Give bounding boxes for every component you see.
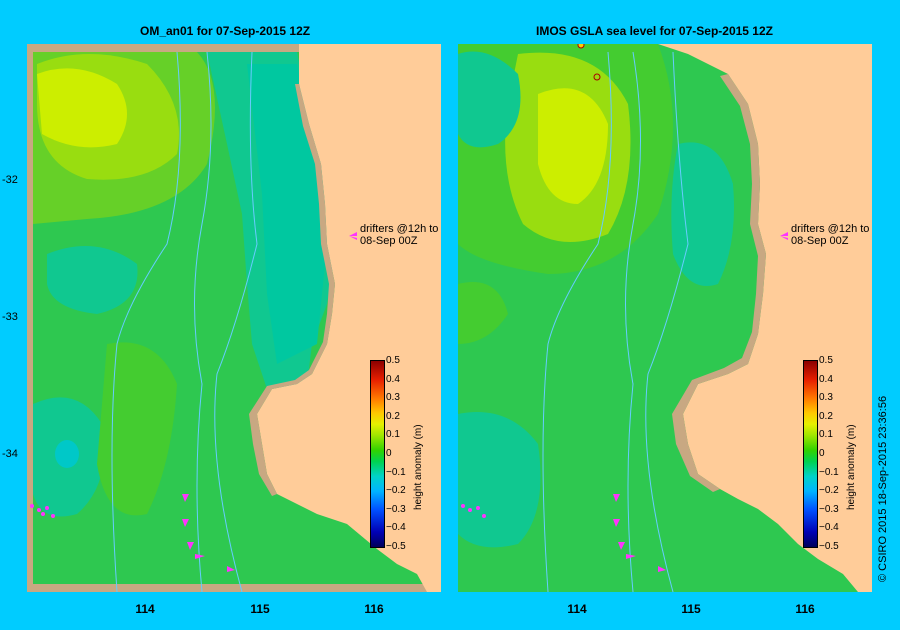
drifter-markers — [461, 232, 788, 572]
gauge-marker — [593, 73, 601, 81]
drifter-arrow — [626, 554, 636, 559]
drifter-arrow — [227, 566, 235, 572]
drifter-arrow — [182, 519, 189, 527]
drifter-label-line: drifters @12h to — [791, 223, 870, 235]
lon-label-left: 115 — [250, 602, 270, 616]
anomaly-low-sw — [458, 412, 541, 548]
colorbar-tick-label: 0.1 — [819, 429, 833, 441]
drifter-arrow — [613, 519, 620, 527]
lon-label-left: 114 — [135, 602, 155, 616]
anomaly-mid-w — [458, 282, 508, 344]
colorbar-title-left: height anomaly (m) — [413, 424, 424, 510]
bathymetry-contour-shelf — [645, 51, 689, 592]
left-panel-title: OM_an01 for 07-Sep-2015 12Z — [140, 24, 311, 38]
colorbar-tick-label: 0.3 — [386, 392, 400, 404]
colorbar-tick-label: −0.3 — [819, 503, 839, 515]
left-map-canvas — [27, 44, 441, 592]
colorbar-tick-label: 0.1 — [386, 429, 400, 441]
drifter-dot — [461, 504, 465, 508]
bathymetry-contour-mid — [194, 51, 212, 592]
bathymetry-contour-shelf — [214, 51, 258, 592]
continental-shelf — [672, 74, 766, 492]
gauge-marker — [577, 44, 585, 49]
bathymetry-contour-mid — [625, 51, 641, 592]
anomaly-central — [97, 342, 177, 516]
drifter-dot — [468, 508, 472, 512]
colorbar-tick-label: 0.4 — [386, 373, 400, 385]
anomaly-peak-n — [538, 88, 608, 204]
left-edge-band — [27, 44, 33, 592]
drifter-arrow — [182, 494, 189, 502]
anomaly-coastal-low — [671, 142, 734, 286]
drifter-label-left: drifters @12h to 08-Sep 00Z — [360, 223, 438, 247]
colorbar-tick-label: −0.5 — [386, 541, 406, 552]
bottom-edge-band — [27, 584, 441, 592]
colorbar-tick-label: −0.5 — [819, 541, 839, 552]
drifter-arrow — [658, 566, 666, 572]
credit-text: © CSIRO 2015 18-Sep-2015 23:36:56 — [877, 395, 889, 582]
colorbar-tick-label: −0.4 — [386, 522, 406, 534]
colorbar-tick-label: −0.2 — [819, 485, 839, 497]
lat-label: -34 — [2, 448, 18, 460]
drifter-dot — [37, 508, 41, 512]
right-panel-title: IMOS GSLA sea level for 07-Sep-2015 12Z — [536, 24, 773, 38]
drifter-arrow — [618, 542, 625, 550]
anomaly-low-nw — [458, 51, 521, 148]
colorbar-tick-label: 0 — [819, 448, 825, 459]
drifter-dot — [41, 512, 45, 516]
colorbar-left — [370, 360, 385, 548]
colorbar-tick-label: 0.2 — [819, 410, 833, 422]
drifter-arrow — [780, 232, 788, 240]
colorbar-right — [803, 360, 818, 548]
colorbar-tick-label: 0.3 — [819, 392, 833, 404]
anomaly-peak-nw — [37, 68, 127, 148]
bathymetry-contour-deep — [111, 51, 181, 592]
colorbar-tick-label: 0.5 — [386, 355, 400, 366]
drifter-label-line: drifters @12h to — [360, 223, 439, 235]
colorbar-title-right: height anomaly (m) — [846, 424, 857, 510]
lat-label: -33 — [2, 311, 18, 323]
colorbar-tick-label: −0.3 — [386, 503, 406, 515]
land-mass — [257, 44, 441, 592]
drifter-dot — [45, 506, 49, 510]
drifter-arrow — [187, 542, 194, 550]
colorbar-tick-label: 0.4 — [819, 373, 833, 385]
colorbar-tick-label: −0.2 — [386, 485, 406, 497]
drifter-markers — [30, 232, 357, 572]
colorbar-tick-label: 0.2 — [386, 410, 400, 422]
drifter-dot — [30, 504, 34, 508]
drifter-label-line: 08-Sep 00Z — [791, 235, 849, 247]
drifter-dot — [51, 514, 55, 518]
bathymetry-contour-deep — [542, 51, 612, 592]
continental-shelf — [249, 84, 335, 496]
lon-label-right: 115 — [681, 602, 701, 616]
anomaly-low-w — [47, 246, 138, 314]
colorbar-tick-label: 0.5 — [819, 355, 833, 366]
colorbar-tick-label: −0.1 — [819, 466, 839, 478]
top-edge-band — [27, 44, 441, 52]
drifter-arrow — [349, 232, 357, 240]
drifter-arrow — [613, 494, 620, 502]
anomaly-coastal-core — [247, 64, 327, 364]
lat-label: -32 — [2, 174, 18, 186]
colorbar-tick-label: −0.1 — [386, 466, 406, 478]
drifter-arrow — [195, 554, 205, 559]
drifter-dot — [476, 506, 480, 510]
anomaly-low-sw-core — [55, 440, 79, 468]
lon-label-left: 116 — [364, 602, 384, 616]
colorbar-tick-label: −0.4 — [819, 522, 839, 534]
drifter-label-right: drifters @12h to 08-Sep 00Z — [791, 223, 869, 247]
drifter-label-line: 08-Sep 00Z — [360, 235, 418, 247]
lon-label-right: 114 — [567, 602, 587, 616]
colorbar-tick-label: 0 — [386, 448, 392, 459]
drifter-dot — [482, 514, 486, 518]
left-map-panel — [27, 44, 441, 592]
lon-label-right: 116 — [795, 602, 815, 616]
